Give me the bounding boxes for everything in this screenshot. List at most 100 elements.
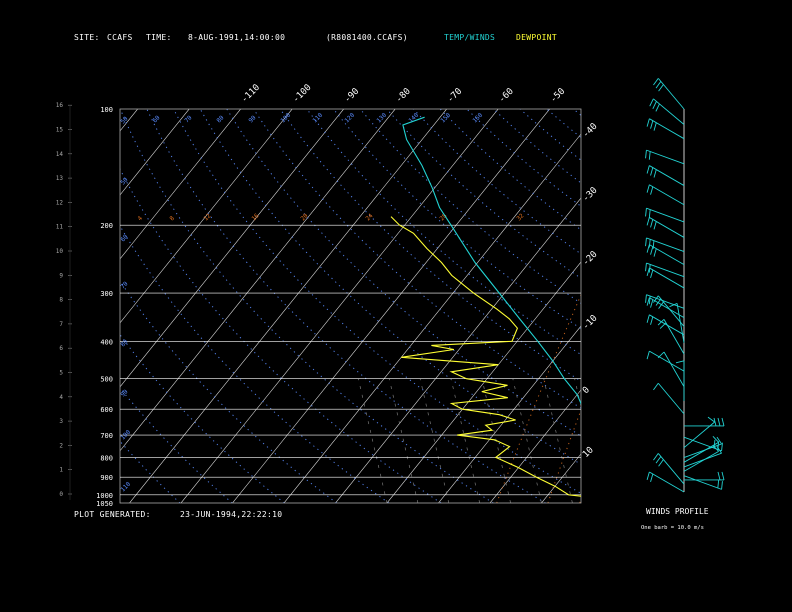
temperature-tick-label: 10 bbox=[581, 445, 596, 460]
wind-barb-flag bbox=[653, 169, 657, 178]
moist-adiabat bbox=[388, 378, 419, 503]
pressure-label: 500 bbox=[100, 376, 113, 384]
wind-barb-shaft bbox=[649, 165, 685, 186]
wind-barb-shaft bbox=[649, 244, 685, 266]
moist-adiabat bbox=[543, 378, 573, 503]
mixing-ratio-label: 32 bbox=[515, 212, 525, 222]
dry-adiabat bbox=[359, 109, 581, 304]
wind-barb-flag bbox=[646, 184, 650, 193]
dry-adiabat bbox=[120, 279, 337, 503]
wind-barb-shaft bbox=[649, 471, 685, 493]
wind-barb-flag bbox=[650, 246, 654, 255]
wind-barb-flag bbox=[717, 441, 720, 450]
height-tick-label: 3 bbox=[59, 418, 63, 425]
time-value: 8-AUG-1991,14:00:00 bbox=[188, 33, 286, 42]
dry-adiabat bbox=[466, 109, 581, 207]
wind-barb-flag bbox=[707, 416, 715, 423]
wind-barb-flag bbox=[717, 471, 721, 481]
wind-barb-flag bbox=[649, 98, 654, 107]
wind-panel-title: WINDS PROFILE bbox=[646, 507, 709, 516]
wind-barb-flag bbox=[653, 453, 659, 461]
pressure-label: 300 bbox=[100, 290, 113, 298]
generated-label: PLOT GENERATED: bbox=[74, 510, 151, 519]
isotherm-line bbox=[120, 109, 344, 388]
wind-barb-flag bbox=[646, 314, 650, 323]
adiabat-label: 70 bbox=[119, 280, 129, 290]
wind-barb-flag bbox=[653, 248, 657, 257]
dry-adiabat bbox=[493, 109, 581, 184]
wind-barb-flag bbox=[721, 442, 723, 451]
wind-barb-flag bbox=[646, 165, 650, 174]
wind-barb-flag bbox=[653, 122, 657, 131]
height-tick-label: 15 bbox=[56, 127, 64, 134]
wind-barb-flag bbox=[648, 209, 651, 218]
dry-adiabat bbox=[333, 109, 581, 330]
wind-barb-flag bbox=[653, 221, 657, 230]
pressure-label: 100 bbox=[100, 106, 113, 114]
wind-barb-flag bbox=[645, 262, 647, 272]
wind-barb-flag bbox=[653, 78, 659, 86]
wind-barb-flag bbox=[658, 84, 664, 92]
moist-adiabat bbox=[419, 378, 450, 503]
dry-adiabat bbox=[226, 109, 581, 437]
mixing-ratio-label: 12 bbox=[202, 212, 212, 222]
isotherm-line bbox=[120, 109, 190, 196]
wind-barb-flag bbox=[645, 208, 647, 217]
wind-barb-flag bbox=[652, 101, 657, 109]
wind-barb-shaft bbox=[646, 262, 685, 278]
wind-barb-shaft bbox=[683, 441, 719, 463]
wind-barb-shaft bbox=[646, 149, 685, 165]
wind-barb-shaft bbox=[683, 452, 722, 468]
mixing-ratio-label: 24 bbox=[364, 212, 374, 222]
wind-barb-shaft bbox=[649, 217, 685, 238]
height-tick-label: 0 bbox=[59, 491, 63, 498]
time-label: TIME: bbox=[146, 33, 172, 42]
dry-adiabat bbox=[306, 109, 581, 356]
isotherm-line bbox=[120, 109, 293, 324]
isotherm-line bbox=[120, 109, 396, 452]
adiabat-label: 60 bbox=[151, 114, 161, 124]
wind-barb-shaft bbox=[646, 237, 685, 253]
height-tick-label: 16 bbox=[56, 102, 64, 109]
site-value: CCAFS bbox=[107, 33, 133, 42]
legend-dewpoint: DEWPOINT bbox=[516, 33, 557, 42]
pressure-label: 900 bbox=[100, 474, 113, 482]
temperature-tick-label: -40 bbox=[581, 122, 600, 141]
wind-barb-flag bbox=[717, 417, 721, 427]
height-tick-label: 5 bbox=[59, 370, 63, 377]
isotherm-line bbox=[489, 389, 581, 503]
wind-barb-shaft bbox=[649, 184, 685, 206]
height-tick-label: 1 bbox=[59, 467, 63, 474]
wind-barb-flag bbox=[648, 151, 651, 160]
wind-barb-flag bbox=[721, 417, 725, 427]
temperature-line bbox=[402, 116, 581, 405]
moist-adiabat bbox=[636, 379, 665, 503]
wind-barb-shaft bbox=[683, 475, 722, 490]
wind-barb-flag bbox=[721, 481, 723, 490]
pressure-label: 800 bbox=[100, 454, 113, 462]
moist-adiabat bbox=[357, 378, 388, 503]
temperature-tick-label: -90 bbox=[343, 87, 362, 106]
wind-barb-shaft bbox=[657, 78, 685, 110]
wind-barb-flag bbox=[669, 302, 678, 308]
plot-frame bbox=[119, 108, 582, 504]
dry-adiabat bbox=[600, 109, 792, 503]
pressure-label: 200 bbox=[100, 222, 113, 230]
temperature-tick-label: -80 bbox=[394, 87, 413, 106]
wind-barb-shaft bbox=[657, 453, 685, 485]
temperature-tick-label: -70 bbox=[446, 87, 465, 106]
isotherm-line bbox=[386, 261, 581, 503]
wind-barb-shaft bbox=[683, 450, 719, 472]
adiabat-label: 50 bbox=[119, 176, 129, 186]
isotherm-line bbox=[129, 109, 447, 503]
adiabat-label: 90 bbox=[247, 114, 257, 124]
dry-adiabat bbox=[279, 109, 581, 382]
dry-adiabat bbox=[120, 333, 285, 503]
height-tick-label: 10 bbox=[56, 248, 64, 255]
temperature-tick-label: -20 bbox=[581, 250, 600, 269]
dry-adiabat bbox=[120, 168, 442, 503]
height-tick-label: 2 bbox=[59, 442, 63, 449]
adiabat-label: 90 bbox=[119, 388, 129, 398]
dry-adiabat bbox=[120, 224, 390, 503]
